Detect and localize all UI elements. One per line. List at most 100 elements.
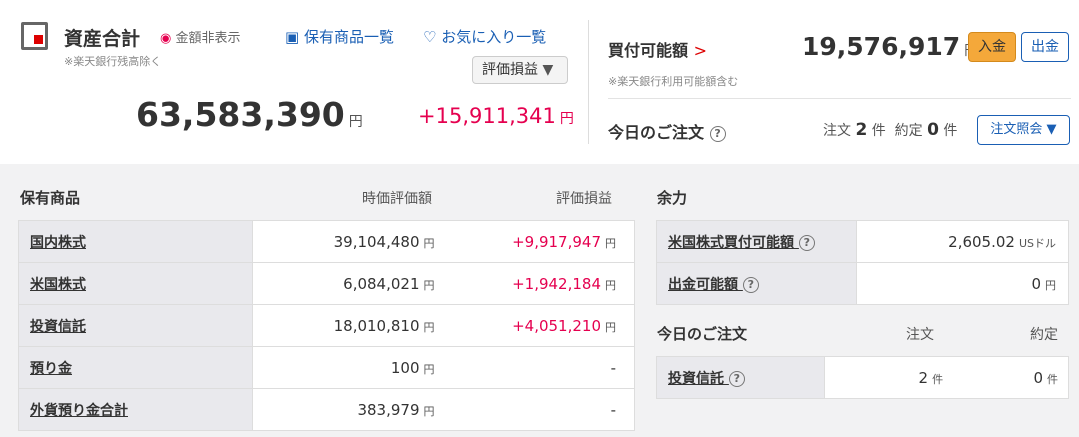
unit: 円 (348, 114, 363, 130)
today-title: 今日のご注文 (608, 123, 705, 142)
unit: 円 (1045, 278, 1056, 292)
buying-power-link[interactable]: 買付可能額 > (608, 37, 707, 61)
unit: 円 (423, 278, 435, 292)
row-label: 投資信託 (668, 370, 724, 387)
table-row: 預り金 100 円 - (18, 346, 635, 389)
help-icon[interactable]: ? (742, 276, 759, 293)
help-icon[interactable]: ? (709, 125, 726, 142)
unit: 円 (605, 320, 616, 334)
unit: 円 (423, 320, 435, 334)
holdings-header: 保有商品 (20, 189, 81, 207)
row-link[interactable]: 投資信託 ? (656, 356, 825, 399)
exec-label: 約定 (894, 123, 923, 139)
row-label: 米国株式買付可能額 (668, 234, 794, 251)
orders-count: 2 (918, 368, 929, 387)
help-icon[interactable]: ? (798, 234, 815, 251)
market-value: 383,979 (357, 400, 420, 419)
order-label: 注文 (823, 123, 851, 139)
total-assets: 63,583,390 円 (136, 95, 363, 134)
unit: 円 (605, 278, 616, 292)
exec-count: 0 (927, 120, 939, 140)
buying-note: ※楽天銀行利用可能額含む (608, 75, 739, 88)
holding-link[interactable]: 投資信託 (18, 304, 253, 347)
table-row: 外貨預り金合計 383,979 円 - (18, 388, 635, 431)
profit-loss: +4,051,210 (512, 316, 601, 335)
row-label: 出金可能額 (668, 276, 738, 293)
heart-icon: ♡ (423, 28, 437, 46)
withdraw-button[interactable]: 出金 (1021, 32, 1069, 62)
today-orders-title: 今日のご注文 ? (608, 119, 726, 143)
order-count: 2 (855, 120, 868, 140)
assets-title: 資産合計 (64, 28, 141, 50)
help-icon[interactable]: ? (728, 370, 745, 387)
yoryoku-link[interactable]: 出金可能額 ? (656, 262, 857, 305)
divider (608, 98, 1071, 99)
unit: 件 (932, 372, 944, 386)
market-value: 6,084,021 (343, 274, 420, 293)
execs-header: 約定 (1030, 327, 1058, 343)
holding-link[interactable]: 預り金 (18, 346, 253, 389)
unit: 円 (423, 236, 435, 250)
yoryoku-link[interactable]: 米国株式買付可能額 ? (656, 220, 857, 263)
hide-label: 金額非表示 (175, 31, 241, 46)
market-value: 18,010,810 (333, 316, 420, 335)
profit-loss: +1,942,184 (512, 274, 601, 293)
unit: 円 (559, 111, 574, 127)
pl-select[interactable]: 評価損益 ▼ (472, 56, 568, 84)
total-value: 63,583,390 (136, 95, 345, 134)
deposit-button[interactable]: 入金 (968, 32, 1016, 62)
total-pl: +15,911,341 円 (418, 104, 574, 128)
orders-header: 注文 (906, 327, 934, 343)
chevron-right-icon: > (693, 41, 707, 60)
buying-amount: 19,576,917 (802, 32, 961, 61)
pl-select-label: 評価損益 (482, 62, 538, 78)
assets-note: ※楽天銀行残高除く (64, 55, 162, 68)
market-value: 100 (390, 358, 420, 377)
summary-panel: 資産合計 ◉ 金額非表示 ※楽天銀行残高除く ▣ 保有商品一覧 ♡ お気に入り一… (0, 0, 1079, 164)
today-counts: 注文 2 件 約定 0 件 (823, 120, 957, 140)
yoryoku-value: 2,605.02 (948, 232, 1015, 251)
holding-link[interactable]: 国内株式 (18, 220, 253, 263)
unit: 円 (423, 362, 435, 376)
table-row: 米国株式買付可能額 ? 2,605.02 USドル (656, 220, 1069, 263)
favorites-link[interactable]: ♡ お気に入り一覧 (423, 26, 546, 47)
unit: 件 (1047, 372, 1058, 386)
unit: 円 (423, 404, 435, 418)
list-icon: ▣ (285, 28, 300, 46)
yoryoku-value: 0 (1031, 274, 1041, 293)
unit: 件 (871, 123, 886, 139)
safe-icon (21, 22, 48, 50)
buying-power: 19,576,917円 (802, 32, 978, 61)
table-row: 投資信託 18,010,810 円 +4,051,210 円 (18, 304, 635, 347)
today-table-title: 今日のご注文 (657, 325, 748, 343)
unit: USドル (1018, 236, 1056, 250)
buying-title: 買付可能額 (608, 41, 689, 60)
profit-loss: +9,917,947 (512, 232, 601, 251)
execs-count: 0 (1033, 368, 1043, 387)
table-row: 国内株式 39,104,480 円 +9,917,947 円 (18, 220, 635, 263)
holdings-link[interactable]: ▣ 保有商品一覧 (285, 26, 394, 47)
order-inquiry-button[interactable]: 注文照会 ▼ (977, 115, 1070, 145)
yoryoku-title: 余力 (657, 189, 688, 207)
holdings-table: 国内株式 39,104,480 円 +9,917,947 円米国株式 6,084,0… (18, 220, 635, 431)
divider (588, 20, 589, 144)
profit-loss: - (610, 400, 616, 419)
hide-amount-toggle[interactable]: ◉ 金額非表示 (160, 27, 241, 46)
caret-down-icon: ▼ (542, 62, 554, 78)
eye-icon: ◉ (160, 31, 172, 46)
profit-loss: - (610, 358, 616, 377)
unit: 件 (943, 123, 958, 139)
table-row: 米国株式 6,084,021 円 +1,942,184 円 (18, 262, 635, 305)
holding-link[interactable]: 外貨預り金合計 (18, 388, 253, 431)
value-header: 時価評価額 (362, 191, 432, 207)
pl-header: 評価損益 (556, 191, 612, 207)
favorites-link-label: お気に入り一覧 (441, 28, 547, 46)
market-value: 39,104,480 (333, 232, 420, 251)
unit: 円 (605, 236, 616, 250)
holding-link[interactable]: 米国株式 (18, 262, 253, 305)
holdings-link-label: 保有商品一覧 (303, 28, 394, 46)
